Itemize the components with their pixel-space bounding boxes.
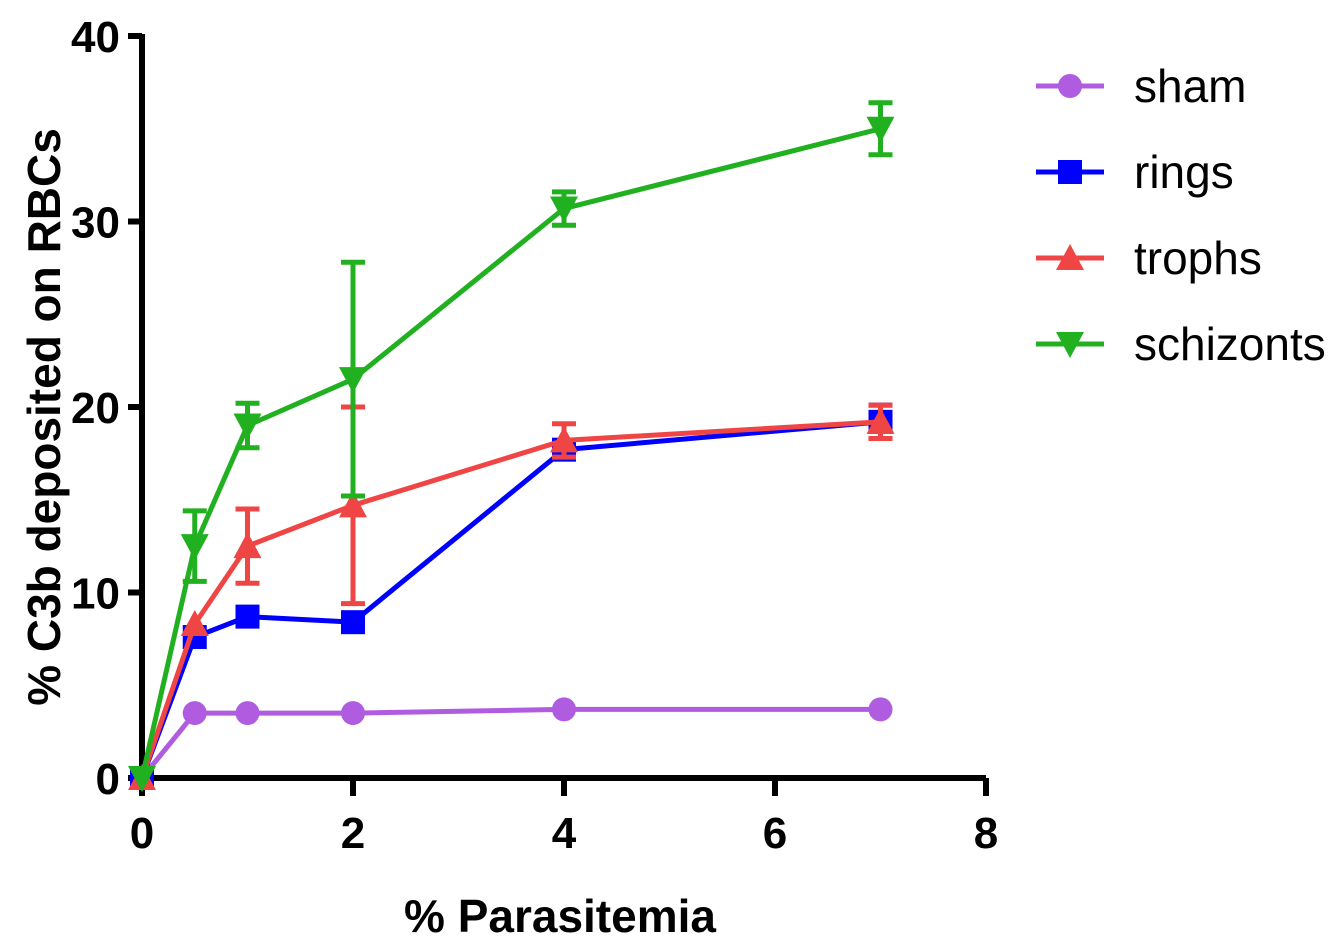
- data-point: [235, 701, 260, 726]
- data-point: [341, 610, 365, 635]
- legend-label: sham: [1134, 60, 1246, 112]
- data-point: [339, 367, 367, 394]
- y-tick-label: 30: [71, 199, 120, 248]
- legend-marker: [1056, 244, 1084, 270]
- y-tick-label: 0: [96, 755, 120, 804]
- data-point: [235, 604, 260, 629]
- series-rings: [130, 402, 893, 790]
- data-point: [339, 491, 367, 518]
- x-tick-label: 6: [763, 809, 787, 858]
- data-point: [552, 697, 576, 722]
- data-point: [550, 196, 578, 223]
- legend-marker: [1058, 160, 1082, 184]
- y-axis-title: % C3b deposited on RBCs: [18, 128, 70, 706]
- data-point: [233, 413, 262, 440]
- y-tick-label: 10: [71, 570, 120, 619]
- legend-item-sham: sham: [1036, 60, 1246, 112]
- x-tick-label: 0: [130, 809, 154, 858]
- legend-label: rings: [1134, 146, 1234, 198]
- series-line-rings: [139, 419, 881, 779]
- data-point: [128, 766, 156, 792]
- series-line-schizonts: [139, 126, 882, 779]
- data-point: [868, 697, 893, 722]
- y-tick-label: 40: [71, 13, 120, 62]
- axes: 0 10 20 30 40 0 2 4 6 8 % Parasitemia % C3b deposit…: [18, 13, 998, 942]
- data-point: [550, 426, 578, 453]
- series-schizonts: [128, 100, 895, 792]
- x-tick-label: 4: [552, 809, 577, 858]
- series-layer: [128, 100, 895, 792]
- series-line-sham: [140, 706, 881, 780]
- legend: sham rings trophs schizonts: [1036, 60, 1326, 370]
- data-point: [180, 610, 209, 637]
- data-point: [866, 407, 895, 434]
- data-point: [233, 532, 262, 559]
- legend-label: schizonts: [1134, 318, 1326, 370]
- legend-marker: [1056, 332, 1084, 358]
- legend-label: trophs: [1134, 232, 1262, 284]
- legend-item-rings: rings: [1036, 146, 1234, 198]
- x-tick-label: 2: [341, 809, 365, 858]
- legend-item-schizonts: schizonts: [1036, 318, 1326, 370]
- series-line-trophs: [139, 419, 881, 779]
- series-trophs: [128, 402, 895, 790]
- data-point: [182, 701, 207, 726]
- x-tick-label: 8: [974, 809, 998, 858]
- data-point: [341, 701, 365, 726]
- data-point: [866, 116, 895, 143]
- y-tick-label: 20: [71, 384, 120, 433]
- data-point: [180, 534, 209, 561]
- x-axis-title: % Parasitemia: [404, 890, 716, 942]
- legend-item-trophs: trophs: [1036, 232, 1262, 284]
- legend-marker: [1058, 74, 1082, 98]
